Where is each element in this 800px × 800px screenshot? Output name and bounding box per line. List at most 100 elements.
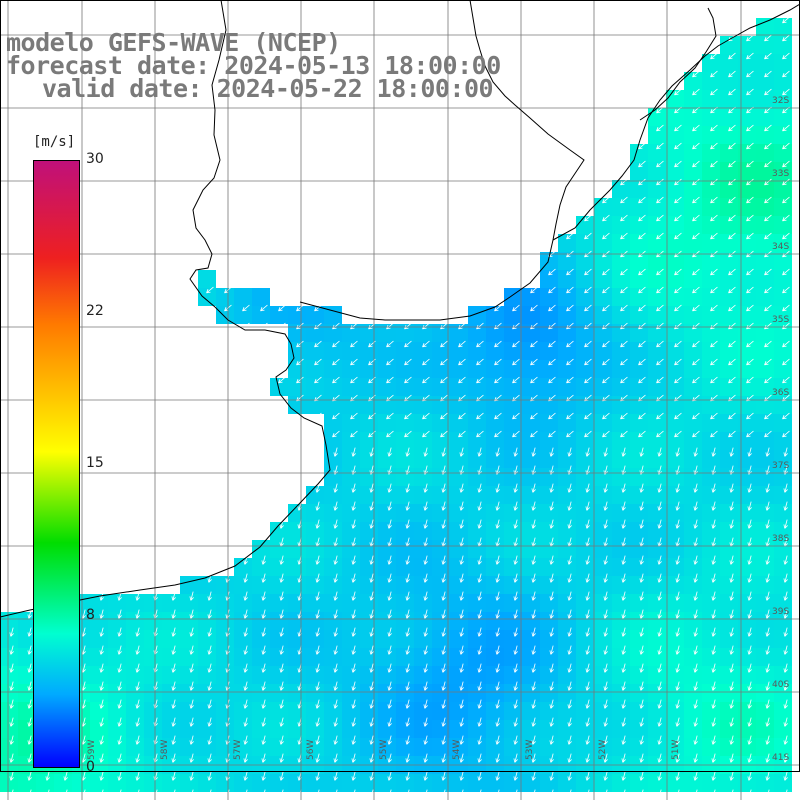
wind-arrow	[764, 340, 772, 348]
wind-cell	[540, 576, 558, 594]
wind-arrow	[369, 753, 374, 763]
wind-arrow	[117, 771, 122, 781]
wind-arrow	[387, 717, 392, 727]
wind-arrow	[261, 699, 266, 709]
wind-cell	[270, 738, 288, 756]
wind-cell	[306, 684, 324, 702]
wind-cell	[450, 702, 468, 720]
wind-cell	[648, 612, 666, 630]
wind-arrow	[729, 447, 734, 457]
wind-cell	[594, 324, 612, 342]
wind-cell	[234, 738, 252, 756]
wind-arrow	[333, 573, 338, 583]
wind-arrow	[351, 447, 356, 457]
wind-arrow	[9, 771, 14, 781]
wind-arrow	[692, 178, 700, 186]
wind-cell	[630, 774, 648, 792]
wind-arrow	[782, 268, 790, 276]
wind-cell	[648, 396, 666, 414]
wind-arrow	[747, 663, 752, 673]
wind-cell	[738, 468, 756, 486]
wind-cell	[666, 486, 684, 504]
wind-cell	[216, 666, 234, 684]
wind-arrow	[783, 519, 788, 529]
wind-cell	[306, 738, 324, 756]
wind-arrow	[711, 483, 716, 493]
wind-arrow	[261, 663, 266, 673]
wind-cell	[594, 558, 612, 576]
wind-arrow	[566, 304, 574, 312]
wind-cell	[774, 180, 792, 198]
wind-cell	[774, 126, 792, 144]
wind-arrow	[315, 483, 320, 493]
wind-arrow	[692, 358, 700, 366]
wind-arrow	[9, 681, 14, 691]
wind-arrow	[639, 735, 644, 745]
wind-arrow	[675, 789, 680, 799]
wind-arrow	[675, 663, 680, 673]
wind-arrow	[279, 717, 284, 727]
colorbar-tick-8: 8	[86, 607, 95, 623]
wind-cell	[774, 252, 792, 270]
wind-arrow	[441, 609, 446, 619]
wind-arrow	[261, 591, 266, 601]
wind-arrow	[351, 663, 356, 673]
wind-arrow	[513, 789, 518, 799]
wind-cell	[594, 486, 612, 504]
wind-cell	[234, 774, 252, 792]
wind-arrow	[387, 681, 392, 691]
wind-cell	[432, 468, 450, 486]
wind-cell	[522, 702, 540, 720]
wind-arrow	[747, 753, 752, 763]
wind-arrow	[638, 160, 646, 168]
wind-arrow	[639, 609, 644, 619]
wind-arrow	[692, 142, 700, 150]
wind-cell	[684, 774, 702, 792]
colorbar-tick-15: 15	[86, 455, 104, 471]
wind-arrow	[711, 753, 716, 763]
wind-arrow	[243, 681, 248, 691]
wind-arrow	[729, 771, 734, 781]
wind-arrow	[207, 717, 212, 727]
wind-cell	[774, 630, 792, 648]
wind-cell	[540, 468, 558, 486]
wind-arrow	[746, 142, 754, 150]
wind-cell	[738, 36, 756, 54]
wind-arrow	[674, 412, 682, 420]
wind-cell	[378, 468, 396, 486]
wind-cell	[324, 522, 342, 540]
wind-cell	[738, 54, 756, 72]
wind-cell	[648, 144, 666, 162]
wind-cell	[126, 612, 144, 630]
longitude-label: 54W	[452, 740, 462, 760]
wind-cell	[666, 414, 684, 432]
wind-arrow	[729, 501, 734, 511]
wind-arrow	[620, 340, 628, 348]
wind-arrow	[423, 501, 428, 511]
wind-arrow	[746, 214, 754, 222]
wind-cell	[486, 432, 504, 450]
wind-arrow	[333, 771, 338, 781]
wind-arrow	[692, 412, 700, 420]
wind-cell	[702, 378, 720, 396]
wind-cell	[756, 252, 774, 270]
wind-arrow	[674, 430, 682, 438]
wind-cell	[720, 270, 738, 288]
wind-arrow	[423, 519, 428, 529]
wind-arrow	[405, 717, 410, 727]
wind-cell	[18, 630, 36, 648]
wind-arrow	[603, 519, 608, 529]
wind-arrow	[602, 430, 610, 438]
wind-arrow	[638, 214, 646, 222]
wind-cell	[234, 684, 252, 702]
wind-cell	[306, 540, 324, 558]
wind-cell	[666, 162, 684, 180]
wind-arrow	[602, 412, 610, 420]
wind-cell	[774, 684, 792, 702]
wind-cell	[612, 342, 630, 360]
wind-cell	[198, 630, 216, 648]
wind-arrow	[620, 430, 628, 438]
wind-cell	[360, 702, 378, 720]
wind-arrow	[243, 789, 248, 799]
wind-cell	[720, 54, 738, 72]
